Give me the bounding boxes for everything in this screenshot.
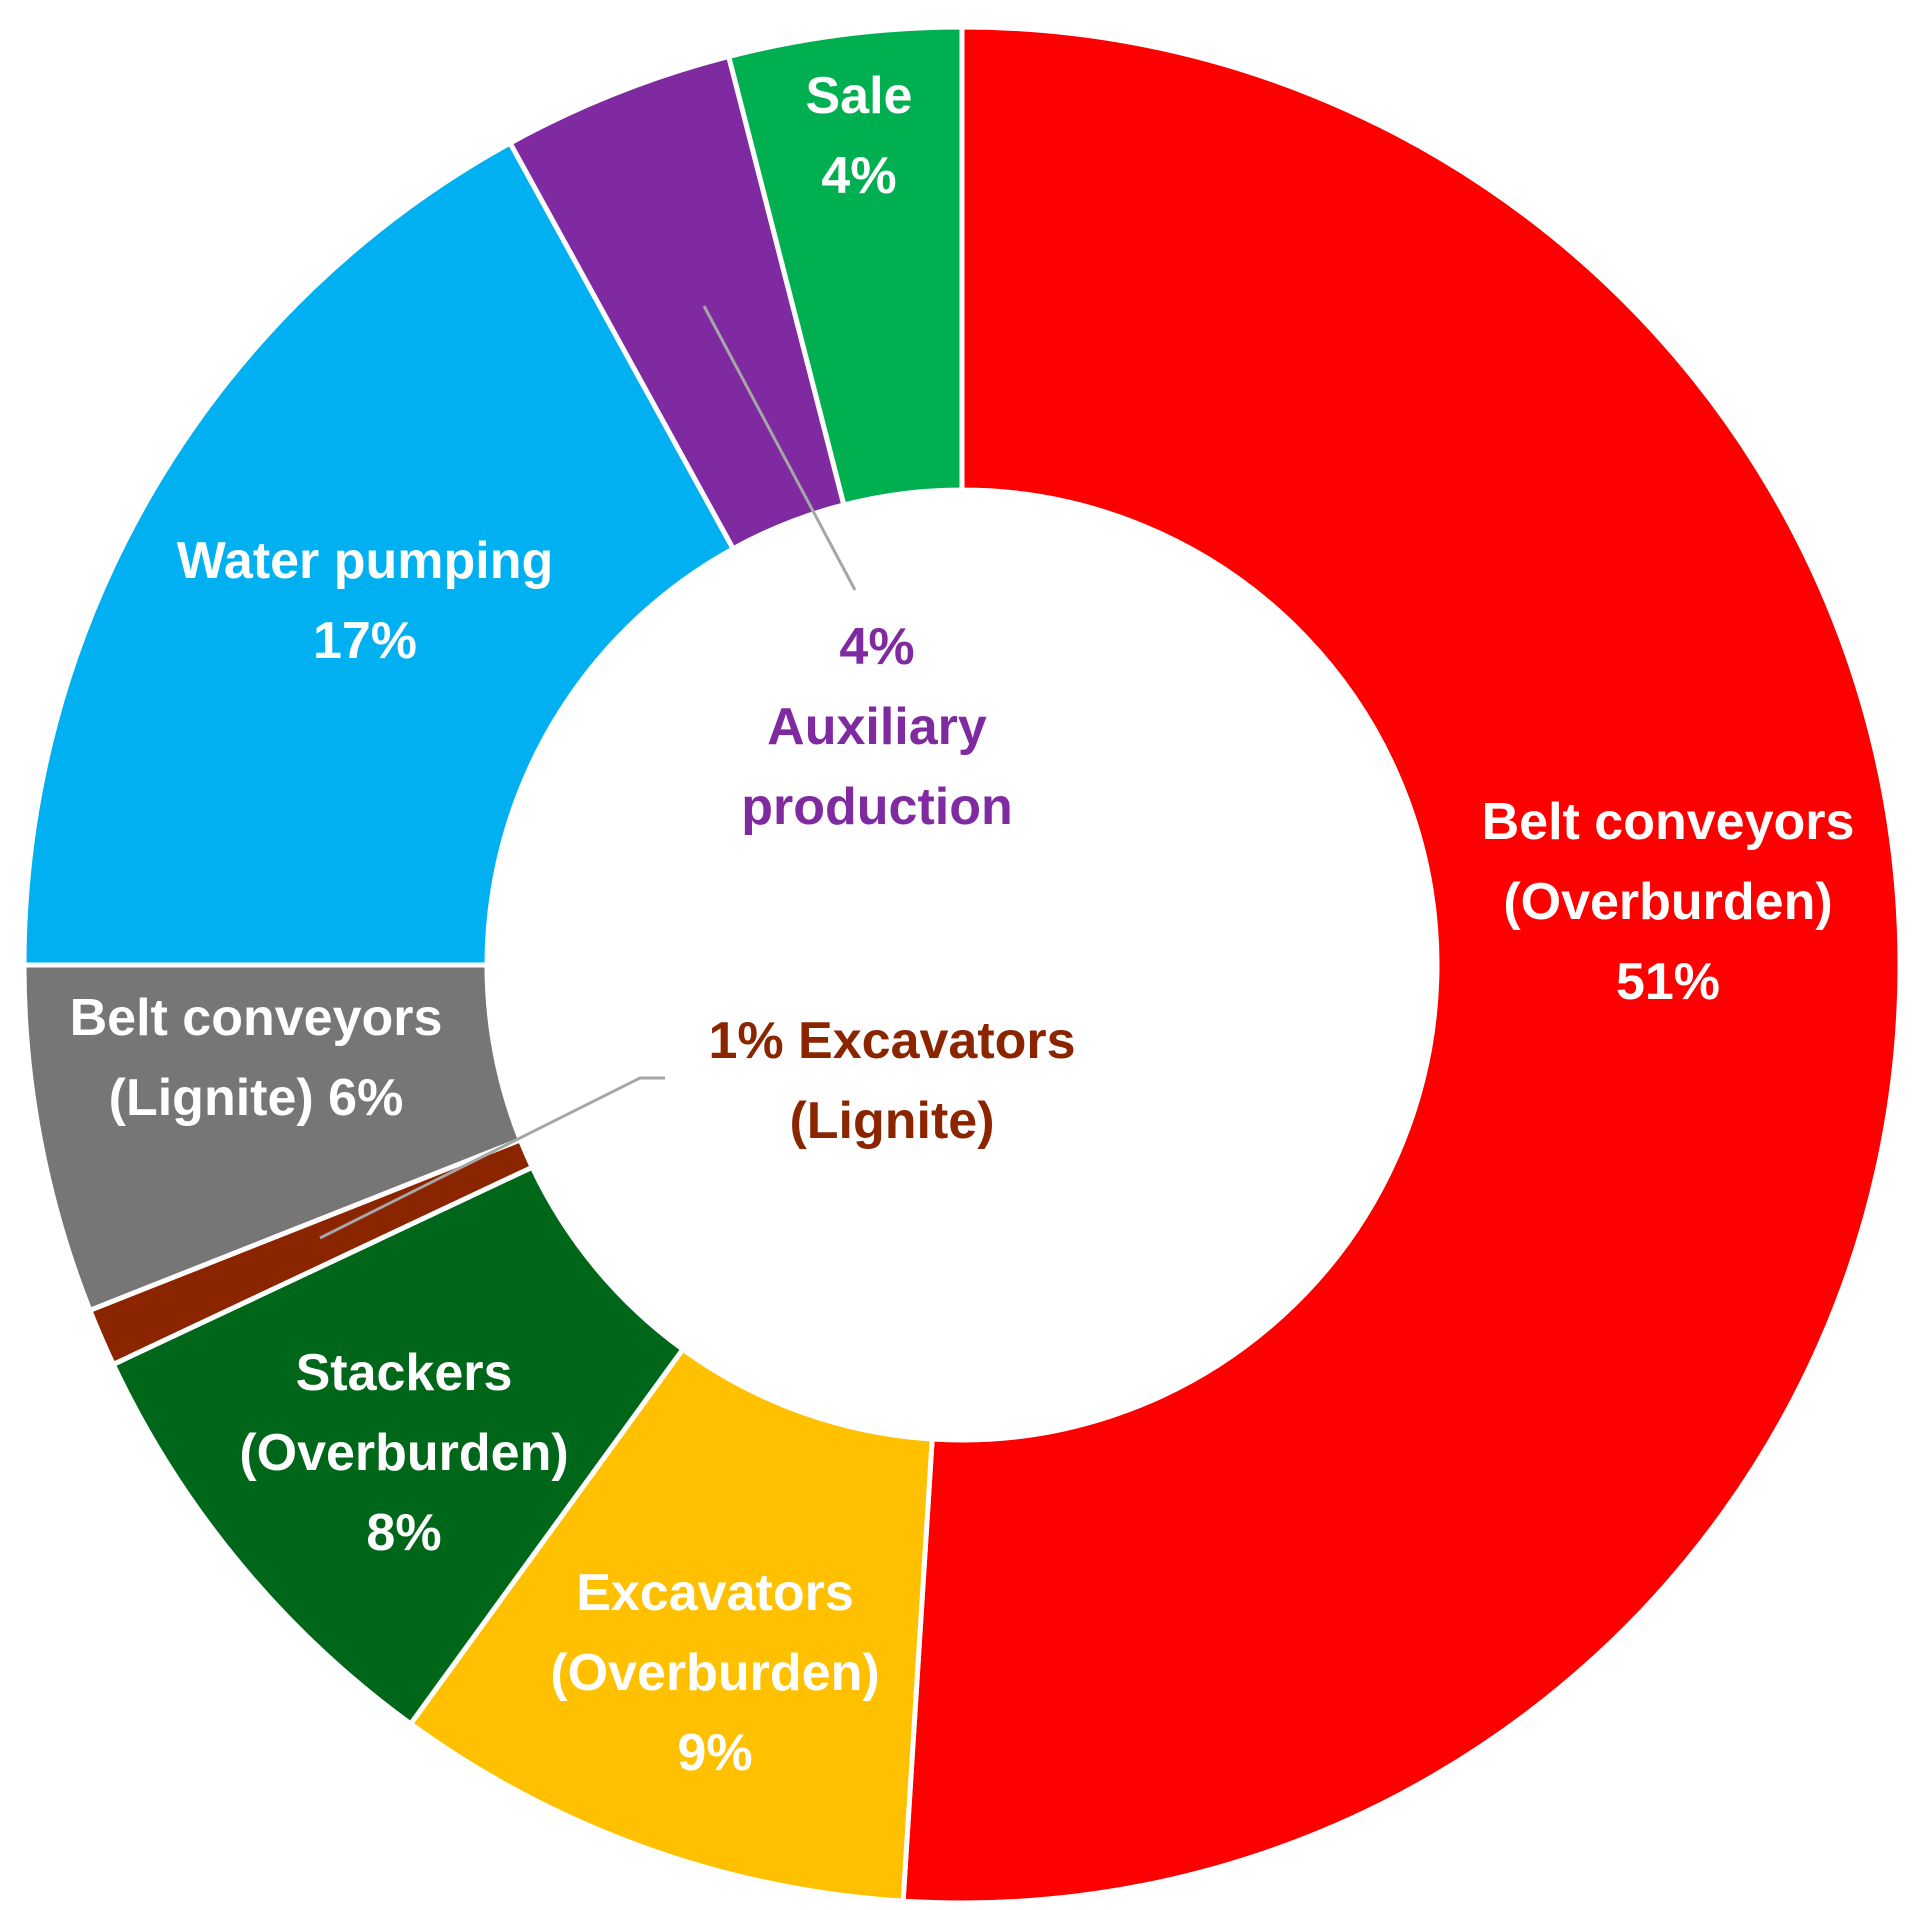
chart-slices	[21, 24, 1903, 1906]
label-belt-conveyors-overburden-line-2: (Overburden)	[1503, 873, 1832, 931]
label-sale-line-2: 4%	[821, 147, 896, 205]
label-stackers-overburden-line-2: (Overburden)	[239, 1424, 568, 1482]
slice-excavators-overburden	[407, 1345, 935, 1904]
label-auxiliary-production-line-1: 4%	[839, 618, 914, 676]
label-belt-conveyors-overburden-line-1: Belt conveyors	[1482, 793, 1855, 851]
label-sale-line-1: Sale	[806, 67, 913, 125]
label-excavators-lignite-line-2: (Lignite)	[789, 1092, 994, 1150]
slice-sale	[725, 24, 965, 508]
label-excavators-overburden-line-2: (Overburden)	[550, 1644, 879, 1702]
label-excavators-overburden-line-1: Excavators	[576, 1564, 854, 1622]
label-belt-conveyors-overburden-line-3: 51%	[1616, 953, 1720, 1011]
label-excavators-overburden-line-3: 9%	[677, 1724, 752, 1782]
label-belt-conveyors-lignite-line-1: Belt conveyors	[70, 989, 443, 1047]
label-water-pumping-line-1: Water pumping	[177, 532, 554, 590]
slice-stackers-overburden	[109, 1163, 687, 1728]
label-belt-conveyors-lignite-line-2: (Lignite) 6%	[109, 1069, 404, 1127]
label-water-pumping-line-2: 17%	[313, 612, 417, 670]
slice-labels: Belt conveyors (Overburden) 51% Excavators (…	[70, 67, 1855, 1782]
label-excavators-lignite-line-1: 1% Excavators	[708, 1012, 1075, 1070]
slice-belt-conveyors-overburden	[900, 24, 1903, 1906]
label-auxiliary-production-line-3: production	[741, 778, 1013, 836]
label-stackers-overburden-line-1: Stackers	[296, 1344, 513, 1402]
label-auxiliary-production-line-2: Auxiliary	[767, 698, 987, 756]
leader-line-excavators-lignite	[319, 1076, 665, 1240]
slice-water-pumping	[21, 139, 737, 968]
leader-lines	[319, 305, 857, 1240]
label-stackers-overburden-line-3: 8%	[366, 1504, 441, 1562]
leader-line-auxiliary-production	[702, 305, 857, 591]
